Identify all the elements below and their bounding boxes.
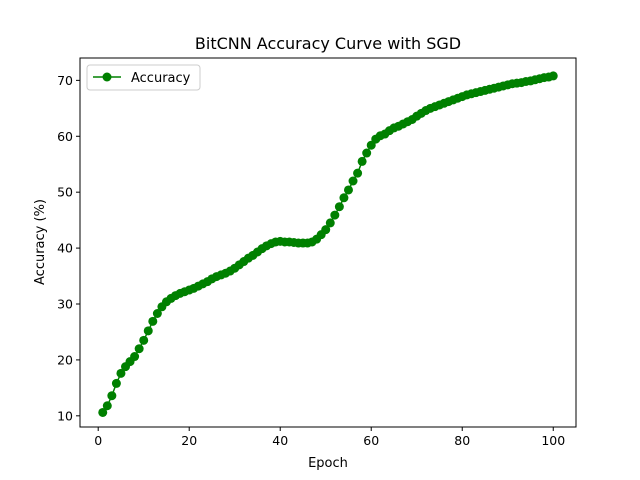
data-point <box>111 378 121 388</box>
data-point <box>134 344 144 354</box>
data-point <box>362 148 372 158</box>
data-point <box>348 176 358 186</box>
y-tick-label: 40 <box>57 241 73 256</box>
y-axis: 10 20 30 40 50 60 70 <box>57 73 80 423</box>
data-point <box>116 368 126 378</box>
y-axis-label: Accuracy (%) <box>33 199 48 285</box>
data-point <box>102 401 112 411</box>
legend: Accuracy <box>86 64 201 91</box>
y-tick-label: 50 <box>57 185 73 200</box>
x-axis-label: Epoch <box>308 456 348 471</box>
data-point <box>357 156 367 166</box>
data-point <box>366 140 376 150</box>
data-point <box>98 407 108 417</box>
y-tick-label: 60 <box>57 129 73 144</box>
legend-series-name: Accuracy <box>131 71 191 86</box>
y-tick-label: 70 <box>57 73 73 88</box>
data-point <box>343 185 353 195</box>
data-point <box>130 352 140 362</box>
y-tick-label: 30 <box>57 297 73 312</box>
x-axis: 0 20 40 60 80 100 <box>94 427 565 448</box>
data-point <box>143 326 153 336</box>
data-point <box>548 71 558 81</box>
data-point <box>325 218 335 228</box>
data-point <box>139 335 149 345</box>
legend-point-marker <box>102 72 112 82</box>
data-point <box>152 309 162 318</box>
series-layer <box>98 71 558 417</box>
plot-area <box>79 57 577 428</box>
x-tick-label: 40 <box>272 433 288 448</box>
legend-box <box>86 64 201 91</box>
data-point <box>334 202 344 212</box>
data-point <box>107 391 117 401</box>
x-tick-label: 20 <box>181 433 197 448</box>
plot-frame <box>79 57 577 428</box>
x-tick-label: 100 <box>541 433 565 448</box>
data-point <box>330 210 340 220</box>
x-tick-label: 0 <box>94 433 102 448</box>
y-tick-label: 20 <box>57 352 73 367</box>
data-point <box>321 225 331 235</box>
data-point <box>148 316 158 326</box>
y-tick-label: 10 <box>57 408 73 423</box>
x-tick-label: 80 <box>454 433 470 448</box>
chart-title: BitCNN Accuracy Curve with SGD <box>195 34 461 53</box>
data-point <box>339 193 349 203</box>
data-point <box>353 168 363 178</box>
x-tick-label: 60 <box>363 433 379 448</box>
